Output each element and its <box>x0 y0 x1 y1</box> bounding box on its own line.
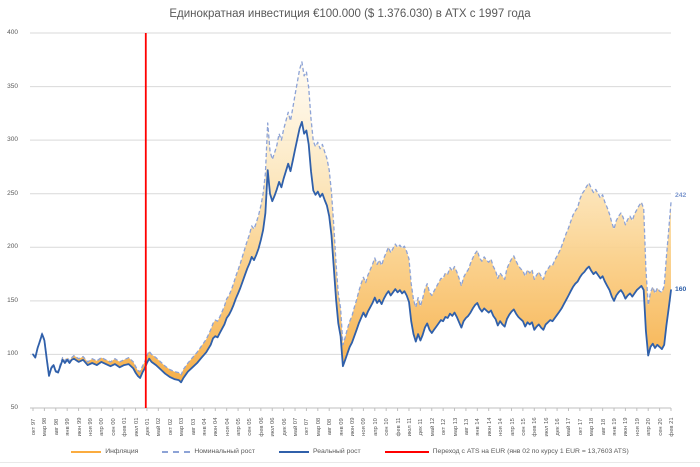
x-axis-label: апр 20 <box>646 418 653 436</box>
x-axis-label: окт 07 <box>304 418 311 436</box>
x-axis-label: май 17 <box>566 417 573 437</box>
x-axis-label: июл 11 <box>406 417 413 437</box>
inflation-line-swatch <box>71 450 102 453</box>
y-axis-label: 50 <box>10 404 18 411</box>
nominal-end-data-label[interactable]: 242 <box>675 192 687 200</box>
nominal-dashed-line-swatch <box>162 450 191 453</box>
x-axis-label: фев 06 <box>258 417 265 437</box>
x-axis-label: ноя 99 <box>87 418 94 436</box>
y-axis-label: 300 <box>7 136 18 144</box>
y-axis-label: 100 <box>7 350 18 358</box>
x-axis-label: фев 01 <box>122 417 129 437</box>
y-axis-label: 250 <box>7 189 18 197</box>
x-axis-label: мар 03 <box>179 417 186 437</box>
x-axis-label: фев 16 <box>532 417 539 437</box>
x-axis-label: янв 09 <box>338 418 345 436</box>
x-axis-label: авг 18 <box>600 418 607 436</box>
nominal-growth-line[interactable] <box>32 61 672 376</box>
x-axis-label: апр 15 <box>509 418 516 436</box>
legend-item-inflation[interactable]: Инфляция <box>71 448 138 455</box>
x-axis-label: сен 20 <box>657 418 664 436</box>
x-axis-label: сен 00 <box>110 418 117 436</box>
legend-label-transition: Переход с ATS на EUR (янв 02 по курсу 1 … <box>432 448 629 455</box>
x-axis-label: июн 04 <box>213 417 220 437</box>
x-axis-label: янв 14 <box>475 418 482 436</box>
x-axis-label: май 02 <box>156 417 163 437</box>
x-axis-label: сен 15 <box>520 418 527 436</box>
legend-item-real[interactable]: Реальный рост <box>278 448 361 455</box>
x-axis-label: май 07 <box>293 417 300 437</box>
x-axis-label: ноя 09 <box>361 418 368 436</box>
x-axis-label: ноя 04 <box>224 418 231 436</box>
y-axis-label: 400 <box>7 29 18 36</box>
inflation-area-series[interactable] <box>33 61 671 383</box>
x-axis-label: апр 10 <box>372 418 379 436</box>
x-axis-label: дек 01 <box>144 418 151 436</box>
x-axis-label: фев 11 <box>395 417 402 437</box>
x-axis-label: дек 11 <box>418 418 425 436</box>
x-axis-label: май 12 <box>429 417 436 437</box>
x-axis-label: июн 99 <box>76 417 83 437</box>
x-axis-label: мар 08 <box>315 417 322 437</box>
x-axis-label: дек 06 <box>281 418 288 436</box>
y-axis-label: 200 <box>7 243 18 251</box>
x-axis-label: дек 16 <box>555 418 562 436</box>
x-axis-label: окт 97 <box>31 418 37 436</box>
x-axis-label: авг 03 <box>190 418 197 436</box>
x-axis-label: янв 99 <box>65 418 72 436</box>
x-axis-label: авг 98 <box>53 418 60 436</box>
real-line-swatch <box>278 450 309 453</box>
x-axis-label: ноя 14 <box>498 418 505 436</box>
x-axis-label: янв 19 <box>612 418 619 436</box>
x-axis-label: фев 21 <box>669 417 675 437</box>
real-end-data-label[interactable]: 160 <box>675 286 687 294</box>
x-axis-label: сен 05 <box>247 418 254 436</box>
y-axis-label: 150 <box>7 296 18 304</box>
y-axis-label: 350 <box>7 82 18 90</box>
chart-legend: Инфляция Номинальный рост Реальный рост … <box>0 448 700 455</box>
x-axis-label: апр 05 <box>236 418 243 436</box>
transition-line-swatch <box>384 450 429 453</box>
legend-label-nominal: Номинальный рост <box>194 448 255 455</box>
chart-title: Единократная инвестиция €100.000 ($ 1.37… <box>169 8 531 20</box>
x-axis-label: мар 13 <box>452 417 459 437</box>
x-axis-label: янв 04 <box>201 418 208 436</box>
x-axis-label: июн 09 <box>350 417 356 437</box>
legend-item-ats-eur-transition[interactable]: Переход с ATS на EUR (янв 02 по курсу 1 … <box>384 448 629 455</box>
real-growth-line[interactable] <box>32 121 672 384</box>
x-axis-label: мар 18 <box>589 417 596 437</box>
x-axis-label: июн 19 <box>623 417 630 437</box>
x-axis-label: авг 13 <box>463 418 470 436</box>
x-axis-label: окт 17 <box>577 418 584 436</box>
x-axis-label: ноя 19 <box>634 418 641 436</box>
x-axis-label: июн 14 <box>486 417 493 437</box>
x-axis-label: апр 00 <box>99 418 106 436</box>
chart-bottom-border <box>0 462 700 463</box>
x-axis-label: авг 08 <box>327 418 334 436</box>
legend-label-inflation: Инфляция <box>105 448 139 455</box>
x-axis-label: июл 16 <box>543 417 550 437</box>
x-axis-label: июл 06 <box>270 417 277 437</box>
legend-label-real: Реальный рост <box>312 448 361 455</box>
legend-item-nominal[interactable]: Номинальный рост <box>162 448 255 455</box>
x-axis-label: сен 10 <box>384 418 391 436</box>
x-axis-label: окт 12 <box>441 418 448 436</box>
x-axis-label: мар 98 <box>42 417 49 437</box>
x-axis-label: июл 01 <box>133 417 140 437</box>
x-axis-label: окт 02 <box>167 418 174 436</box>
